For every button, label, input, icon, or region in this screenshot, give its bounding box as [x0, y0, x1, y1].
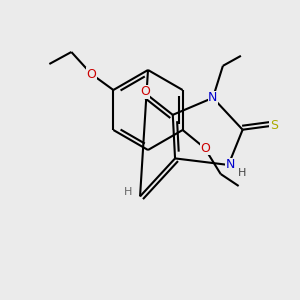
Text: O: O: [140, 85, 150, 98]
Text: N: N: [208, 91, 218, 104]
Text: H: H: [238, 168, 247, 178]
Text: H: H: [124, 188, 132, 197]
Text: O: O: [201, 142, 211, 154]
Text: O: O: [86, 68, 96, 80]
Text: S: S: [270, 119, 278, 132]
Text: N: N: [226, 158, 235, 171]
